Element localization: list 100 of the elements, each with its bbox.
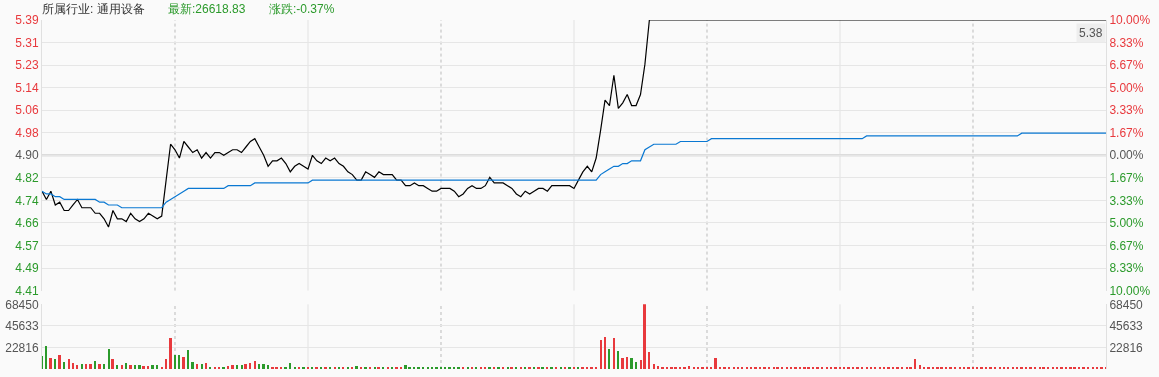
y2-tick-label: 10.00% [1109,283,1151,298]
bar [156,365,158,369]
y-tick-label: 5.23 [15,58,39,73]
bar [919,365,921,369]
y-tick-label: 5.39 [15,13,39,28]
bar [94,361,96,369]
bar [134,365,136,369]
y2-tick-label: 6.67% [1109,238,1144,253]
y-tick-label: 4.57 [15,238,39,253]
bar [653,364,655,369]
bar [657,366,659,369]
bar [613,338,615,369]
y2-tick-label: 0.00% [1109,148,1144,163]
bar [600,340,602,369]
y2-tick-label: 68450 [1109,297,1144,312]
bar [103,364,105,369]
bar [648,352,650,369]
y2-tick-label: 3.33% [1109,103,1144,118]
y2-tick-label: 1.67% [1109,125,1144,140]
bar [289,363,291,369]
bar [630,358,633,369]
bar [125,363,127,369]
y-tick-label: 5.06 [15,103,39,118]
bar [81,364,83,369]
bar [914,359,916,369]
bar [205,363,207,369]
bar [187,350,189,369]
bar [49,358,52,369]
y-tick-label: 4.98 [15,125,39,140]
line-series [42,132,1106,209]
bar [608,349,610,369]
bar [196,364,198,369]
chart-title: 所属行业: 通用设备 [42,2,145,17]
y2-tick-label: 45633 [1109,319,1144,334]
y-tick-label: 4.74 [15,193,39,208]
y2-tick-label: 8.33% [1109,35,1144,50]
y-tick-label: 4.90 [15,148,39,163]
bar [254,361,256,369]
bar [142,366,145,369]
y2-tick-label: 5.00% [1109,216,1144,231]
bar [85,364,87,369]
text: 最新:26618.83 [168,2,246,16]
bar [98,364,101,369]
bar [267,365,269,369]
bar [169,338,172,369]
bar [111,359,114,369]
bar [626,357,628,369]
bar [714,358,717,369]
y2-tick-label: 8.33% [1109,261,1144,276]
bar [178,355,180,369]
y2-tick-label: 5.00% [1109,80,1144,95]
bar [76,365,78,369]
bar [621,358,624,369]
bar [63,362,65,369]
y2-tick-label: 3.33% [1109,193,1144,208]
bar [227,366,229,369]
bar [635,362,637,369]
bar [147,366,149,369]
y2-tick-label: 1.67% [1109,171,1144,186]
y-tick-label: 68450 [5,297,39,312]
bar [241,365,243,369]
bar [108,349,110,369]
bar [404,365,407,369]
bar [45,346,47,369]
bar [236,365,238,369]
bar [262,364,265,369]
bar [72,363,74,369]
bar [201,364,203,369]
y2-tick-label: 6.67% [1109,58,1144,73]
bar [174,355,176,369]
bar [191,362,194,369]
bar [182,357,185,369]
bar [258,364,260,369]
annotation: 5.38 [1079,26,1103,40]
bar [165,359,167,369]
bar [116,365,118,369]
bar [151,365,154,369]
y-tick-label: 4.41 [15,283,39,298]
y-tick-label: 4.66 [15,216,39,231]
line-series [42,20,1106,228]
bar [604,337,606,369]
bar [89,364,92,369]
y2-tick-label: 10.00% [1109,13,1151,28]
bar [129,365,132,369]
y-tick-label: 4.49 [15,261,39,276]
bar [355,366,358,369]
bar [617,351,619,369]
text: 涨跌:-0.37% [269,2,335,16]
y-tick-label: 45633 [5,319,39,334]
bar [58,355,61,369]
bar [231,365,234,369]
bar [121,365,123,369]
y-tick-label: 5.14 [15,80,39,95]
y-tick-label: 5.31 [15,35,39,50]
bar [688,366,690,369]
y2-tick-label: 22816 [1109,340,1144,355]
bar [249,363,251,369]
bar [54,359,56,369]
y-tick-label: 4.82 [15,171,39,186]
bar [244,364,247,369]
